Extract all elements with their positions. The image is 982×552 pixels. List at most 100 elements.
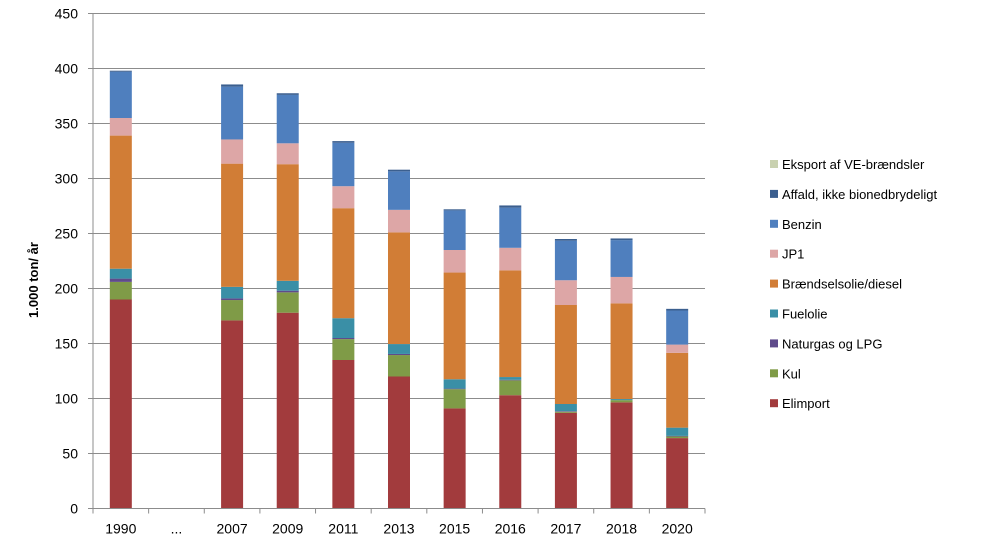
- legend-label: Naturgas og LPG: [782, 336, 882, 351]
- bar-segment: [610, 303, 633, 400]
- bar-segment: [610, 240, 633, 277]
- bar-segment: [443, 408, 466, 509]
- bar-segment: [554, 411, 577, 413]
- bar-segment: [666, 438, 689, 509]
- bar-segment: [610, 402, 633, 509]
- x-tick-labels: 1990... 2007 2009 2011 2013 2015 2016 2017 2018 2…: [105, 521, 693, 537]
- bar-segment: [443, 250, 466, 273]
- x-tick-label: 2016: [495, 521, 526, 537]
- x-tick-label: 2009: [272, 521, 303, 537]
- y-tick-label: 250: [55, 226, 79, 242]
- legend-swatch: [770, 189, 778, 198]
- bar-segment: [332, 186, 355, 209]
- legend-label: JP1: [782, 247, 804, 262]
- legend-label: Fuelolie: [782, 307, 828, 322]
- bar-segment: [332, 318, 355, 338]
- bar-segment: [276, 93, 299, 95]
- x-tick-label: 2011: [328, 521, 358, 537]
- x-tick-label: 2007: [217, 521, 248, 537]
- bar-segment: [276, 312, 299, 509]
- legend-swatch: [770, 160, 778, 168]
- y-tick-label: 300: [55, 171, 79, 187]
- legend-label: Brændselsolie/diesel: [782, 277, 902, 292]
- y-tick-label: 400: [55, 61, 79, 77]
- bar-segment: [332, 360, 355, 509]
- bar-segment: [499, 270, 522, 378]
- bar-segment: [499, 247, 522, 271]
- bar-segment: [554, 239, 577, 241]
- bar-segment: [221, 286, 244, 299]
- bar-segment: [666, 344, 689, 353]
- y-axis-title: 1.000 ton/ år: [26, 242, 41, 318]
- x-tick-label: ...: [171, 521, 183, 537]
- bar-segment: [610, 276, 633, 304]
- bar-segment: [554, 412, 577, 509]
- bar-segment: [332, 208, 355, 319]
- bar-segment: [443, 388, 466, 390]
- bar-segment: [276, 290, 299, 293]
- y-tick-label: 50: [62, 446, 78, 462]
- bar-segment: [554, 404, 577, 412]
- bar-segment: [610, 399, 633, 401]
- bar-segment: [388, 209, 410, 233]
- bar-segment: [109, 70, 132, 72]
- bar-segment: [332, 142, 355, 187]
- bar-segment: [221, 298, 244, 301]
- legend-swatch: [770, 399, 778, 408]
- bar-segment: [109, 135, 132, 269]
- bar-segment: [666, 308, 689, 311]
- bar-segment: [388, 355, 410, 377]
- bar-segment: [666, 436, 689, 439]
- bar-segment: [109, 281, 132, 300]
- bar-segment: [221, 139, 244, 164]
- bar-segment: [276, 292, 299, 313]
- bar-segment: [666, 310, 689, 345]
- legend-label: Eksport af VE-brændsler: [782, 157, 925, 172]
- y-tick-label: 450: [55, 6, 79, 22]
- y-tick-label: 350: [55, 116, 79, 132]
- x-tick-label: 2020: [662, 521, 693, 537]
- legend-label: Benzin: [782, 217, 822, 232]
- bar-segment: [109, 268, 132, 279]
- bar-segment: [109, 71, 132, 118]
- bar-segment: [443, 209, 466, 211]
- bar-segment: [499, 379, 522, 381]
- bars: [109, 70, 689, 509]
- bar-segment: [109, 278, 132, 282]
- bar-segment: [388, 376, 410, 509]
- bar-segment: [499, 395, 522, 509]
- legend-swatch: [770, 339, 778, 348]
- bar-segment: [610, 400, 633, 403]
- x-tick-label: 1990: [105, 521, 136, 537]
- bar-segment: [221, 86, 244, 140]
- bar-segment: [443, 389, 466, 409]
- bar-segment: [221, 320, 244, 509]
- bar-segment: [499, 380, 522, 396]
- bar-segment: [666, 427, 689, 436]
- bar-segment: [109, 299, 132, 509]
- bar-segment: [276, 143, 299, 165]
- bar-segment: [221, 300, 244, 321]
- bar-segment: [499, 205, 522, 208]
- x-tick-label: 2013: [383, 521, 414, 537]
- bar-segment: [499, 207, 522, 248]
- legend: Eksport af VE-brændsler Affald, ikke bion…: [770, 157, 938, 411]
- bar-segment: [388, 169, 410, 172]
- bar-segment: [332, 339, 355, 360]
- bar-segment: [332, 338, 355, 340]
- bar-segment: [666, 435, 689, 437]
- bar-segment: [499, 377, 522, 380]
- legend-swatch: [770, 309, 778, 318]
- y-tick-label: 100: [55, 391, 79, 407]
- y-tick-label: 0: [70, 501, 78, 517]
- bar-segment: [221, 163, 244, 287]
- axes: [88, 13, 706, 514]
- y-tick-labels: 0 50 100 150 200 250 300 350 400 450: [55, 6, 79, 517]
- legend-label: Kul: [782, 366, 801, 381]
- legend-label: Elimport: [782, 396, 830, 411]
- bar-segment: [610, 238, 633, 241]
- bar-segment: [332, 141, 355, 143]
- bar-segment: [443, 210, 466, 250]
- bar-segment: [554, 240, 577, 281]
